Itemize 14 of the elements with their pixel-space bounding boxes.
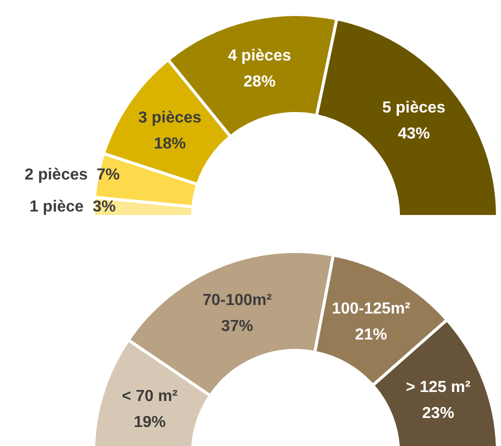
slice-label: < 70 m²	[122, 388, 178, 406]
slice-label: 100-125m²	[332, 300, 410, 318]
data-label: 43%	[398, 126, 430, 143]
data-label: 23%	[422, 405, 454, 422]
slice-label: 70-100m²	[202, 292, 272, 310]
data-label: 21%	[355, 326, 388, 344]
data-label: 28%	[244, 74, 276, 91]
slice-label: 5 pièces	[382, 100, 446, 117]
slice-label: 3 pièces	[138, 109, 202, 126]
data-label: 18%	[154, 135, 186, 152]
data-label: 19%	[134, 414, 166, 432]
data-label: 37%	[221, 318, 254, 336]
slice-label: 4 pièces	[228, 48, 292, 65]
slice-label: > 125 m²	[406, 379, 470, 396]
